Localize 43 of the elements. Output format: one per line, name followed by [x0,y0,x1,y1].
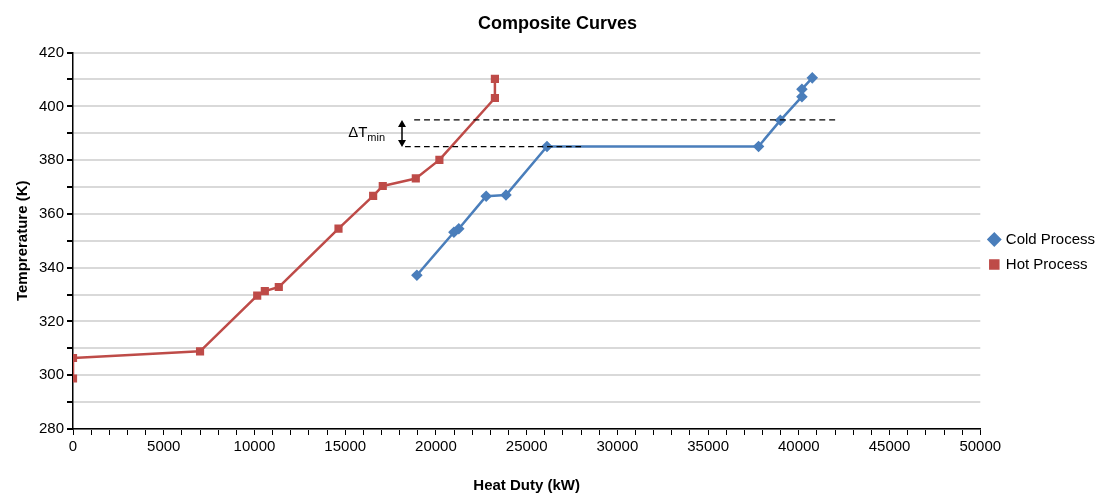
point [453,223,465,234]
point [260,287,269,296]
y-tick-label: 380 [39,150,65,168]
x-tick-label: 50000 [959,437,1002,455]
point [369,191,378,200]
point [411,174,420,183]
y-tick-label: 340 [39,257,65,275]
x-tick-label: 25000 [505,437,548,455]
y-tick-label: 420 [39,42,65,60]
x-tick-label: 15000 [324,437,367,455]
point [253,291,262,300]
point [490,93,499,103]
point [775,115,786,126]
x-tick-label: 0 [68,437,78,455]
x-tick-label: 10000 [233,437,276,455]
point [435,155,444,164]
y-tick-label: 280 [39,419,65,437]
y-axis-title: Temprerature (K) [13,180,31,302]
y-tick-label: 360 [39,204,65,222]
point [378,181,387,191]
point [753,141,764,152]
y-tick-label: 400 [39,96,65,114]
y-tick-label: 300 [39,365,65,383]
point [541,141,553,152]
x-tick-label: 40000 [777,437,820,455]
y-tick-label: 320 [39,311,65,329]
x-tick-label: 30000 [596,437,639,455]
point [807,72,818,84]
legend-label: Cold Process [1005,229,1095,247]
x-tick-label: 45000 [868,437,911,455]
point [274,282,283,292]
legend-label: Hot Process [1005,254,1088,272]
point [334,224,343,233]
x-tick-label: 35000 [687,437,729,455]
x-tick-label: 5000 [147,437,181,455]
point [195,347,205,356]
x-tick-label: 20000 [415,437,457,455]
chart-title: Composite Curves [477,12,638,33]
point [500,189,512,201]
point [480,190,492,202]
x-axis-title: Heat Duty (kW) [473,476,580,494]
point [411,269,423,281]
point [490,74,499,84]
